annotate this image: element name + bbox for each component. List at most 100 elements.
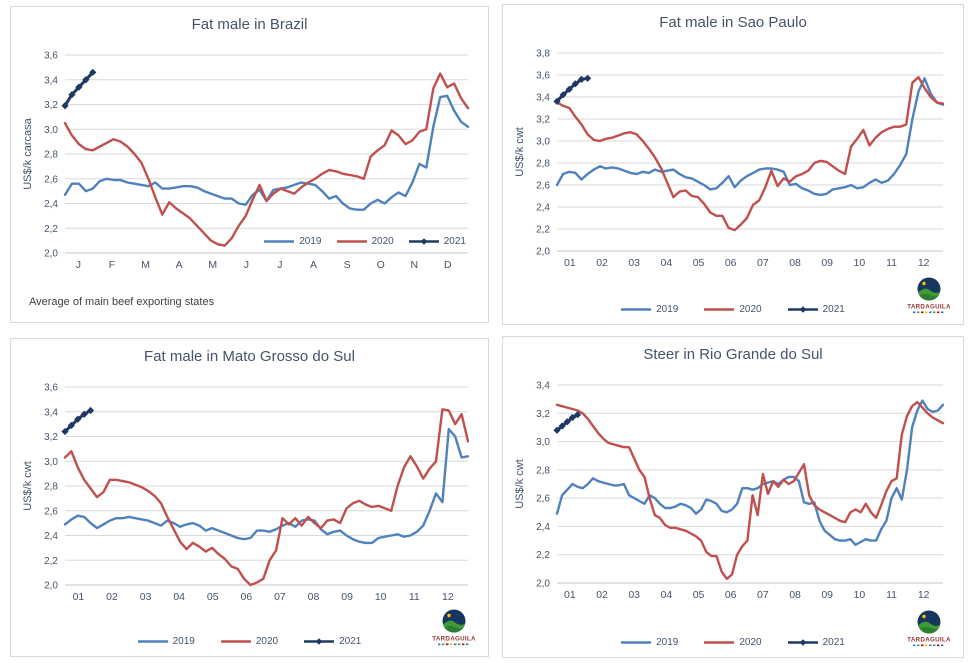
legend-item-2020: 2020 (336, 236, 394, 247)
svg-text:08: 08 (789, 257, 801, 269)
svg-text:02: 02 (106, 591, 118, 603)
svg-text:02: 02 (596, 257, 608, 269)
y-axis-ticks: 2,0 2,2 2,4 2,6 2,8 3,0 3,2 3,4 (536, 381, 550, 590)
series-2020-line (555, 400, 945, 581)
svg-text:01: 01 (564, 589, 576, 601)
legend-label: 2019 (656, 304, 679, 315)
legend: 2019 2020 2021 (503, 304, 963, 315)
svg-text:3,4: 3,4 (536, 381, 550, 392)
legend-label: 2020 (739, 637, 762, 648)
svg-text:F: F (109, 259, 115, 271)
chart-title: Steer in Rio Grande do Sul (643, 346, 823, 363)
svg-text:06: 06 (241, 591, 253, 603)
svg-text:03: 03 (628, 257, 640, 269)
chart-title: Fat male in Brazil (191, 16, 308, 33)
legend: 2019 2020 2021 (264, 236, 466, 247)
svg-text:3,4: 3,4 (536, 93, 550, 104)
svg-text:06: 06 (725, 589, 737, 601)
svg-text:2,2: 2,2 (536, 225, 550, 236)
chart-title: Fat male in Sao Paulo (659, 14, 807, 31)
svg-text:08: 08 (789, 589, 801, 601)
legend-item-2019: 2019 (137, 636, 195, 647)
legend-label: 2019 (172, 636, 195, 647)
svg-text:3,0: 3,0 (536, 137, 550, 148)
series-2020-line (555, 76, 945, 232)
legend-label: 2021 (822, 304, 845, 315)
tardaguila-logo: TARDAGUILA (905, 609, 953, 656)
svg-text:J: J (76, 259, 81, 271)
svg-text:07: 07 (757, 589, 769, 601)
svg-text:2,4: 2,4 (536, 522, 550, 533)
logo-wordmark: TARDAGUILA (907, 304, 951, 311)
svg-text:07: 07 (757, 257, 769, 269)
legend-label: 2020 (371, 236, 394, 247)
globe-icon: TARDAGUILA (907, 277, 951, 314)
series-2019-line (63, 427, 470, 545)
svg-text:2,8: 2,8 (44, 150, 58, 161)
legend-swatch (621, 308, 652, 311)
y-axis-ticks: 2,0 2,2 2,4 2,6 2,8 3,0 3,2 3,4 3,6 3,8 (536, 49, 550, 258)
legend-label: 2021 (822, 637, 845, 648)
svg-text:02: 02 (596, 589, 608, 601)
legend-item-2019: 2019 (264, 236, 322, 247)
svg-text:2,2: 2,2 (536, 550, 550, 561)
legend-swatch (220, 640, 251, 643)
svg-text:2,6: 2,6 (536, 181, 550, 192)
plot-area: 2,0 2,2 2,4 2,6 2,8 3,0 3,2 3,4 01 02 03 04 05 06 07 08… (536, 381, 945, 601)
plot-area: 2,0 2,2 2,4 2,6 2,8 3,0 3,2 3,4 3,6 3,8 01 02 03 04 05… (536, 49, 945, 269)
series-2019-line (555, 399, 945, 547)
svg-text:08: 08 (308, 591, 320, 603)
svg-text:A: A (310, 259, 317, 271)
chart-title: Fat male in Mato Grosso do Sul (144, 348, 355, 365)
legend-item-2020: 2020 (704, 304, 762, 315)
legend: 2019 2020 2021 (503, 637, 963, 648)
legend-label: 2021 (443, 236, 466, 247)
legend-swatch (408, 238, 439, 245)
svg-text:3,2: 3,2 (44, 100, 58, 111)
logo-wordmark: TARDAGUILA (432, 636, 476, 643)
svg-text:2,0: 2,0 (44, 581, 58, 592)
svg-text:10: 10 (854, 589, 866, 601)
svg-text:2,4: 2,4 (44, 199, 58, 210)
svg-text:D: D (444, 259, 452, 271)
svg-text:09: 09 (341, 591, 353, 603)
series-2020-line (63, 408, 470, 587)
legend-label: 2019 (656, 637, 679, 648)
svg-text:2,4: 2,4 (44, 531, 58, 542)
svg-text:3,6: 3,6 (44, 383, 58, 394)
legend-label: 2021 (339, 636, 362, 647)
svg-text:3,2: 3,2 (536, 115, 550, 126)
series-2021-markers (553, 74, 592, 105)
svg-text:M: M (141, 259, 150, 271)
svg-text:2,8: 2,8 (536, 465, 550, 476)
chart-panel-steer-rio-grande-do-sul: Steer in Rio Grande do Sul US$/k cwt 2,0… (502, 336, 964, 658)
svg-text:2,6: 2,6 (44, 506, 58, 517)
legend-swatch (704, 308, 735, 311)
legend-item-2019: 2019 (621, 637, 678, 648)
svg-text:2,8: 2,8 (44, 482, 58, 493)
legend-item-2021: 2021 (304, 636, 361, 647)
chart-panel-fat-male-brazil: Fat male in Brazil US$/k carcasa 2,0 2,2 2… (10, 6, 489, 323)
svg-text:2,0: 2,0 (536, 247, 550, 258)
svg-text:12: 12 (918, 589, 930, 601)
svg-text:2,0: 2,0 (44, 249, 58, 260)
svg-text:A: A (176, 259, 183, 271)
svg-text:3,0: 3,0 (536, 437, 550, 448)
svg-text:10: 10 (854, 257, 866, 269)
svg-text:3,4: 3,4 (44, 75, 58, 86)
tardaguila-logo: TARDAGUILA (905, 276, 953, 323)
legend-item-2021: 2021 (787, 637, 845, 648)
gridlines (557, 52, 943, 252)
svg-text:01: 01 (564, 257, 576, 269)
legend-item-2020: 2020 (704, 637, 762, 648)
svg-text:04: 04 (173, 591, 185, 603)
chart-panel-fat-male-sao-paulo: Fat male in Sao Paulo US$/k cwt 2,0 2,2 2,… (502, 4, 964, 325)
x-axis-labels: 01 02 03 04 05 06 07 08 09 10 11 12 (564, 589, 930, 601)
svg-text:3,0: 3,0 (44, 125, 58, 136)
svg-text:12: 12 (918, 257, 930, 269)
svg-text:2,6: 2,6 (44, 174, 58, 185)
chart-footnote: Average of main beef exporting states (29, 296, 215, 308)
svg-text:J: J (244, 259, 249, 271)
gridlines (65, 386, 468, 586)
